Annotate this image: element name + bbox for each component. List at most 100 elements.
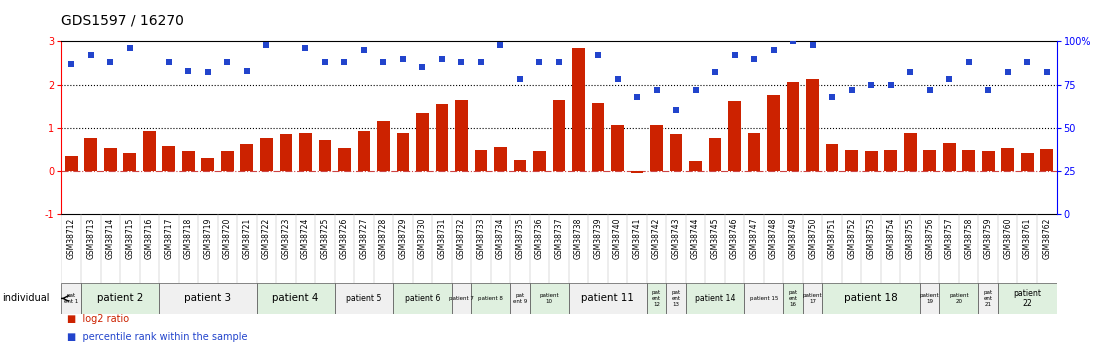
Bar [436,104,448,171]
Text: patient 14: patient 14 [694,294,736,303]
Bar [280,134,292,171]
Bar [201,158,215,171]
Point [921,87,939,92]
Point [354,47,372,53]
Point [726,52,743,58]
Text: GSM38719: GSM38719 [203,217,212,259]
Text: patient 6: patient 6 [405,294,440,303]
Bar [257,283,334,314]
Point [63,61,80,67]
Bar [745,283,784,314]
Bar [85,138,97,171]
Bar [1041,149,1053,171]
Bar [377,121,390,171]
Text: patient 2: patient 2 [97,294,143,303]
Point [472,59,490,65]
Bar [471,283,510,314]
Bar [939,283,978,314]
Bar [80,283,159,314]
Text: GSM38743: GSM38743 [672,217,681,259]
Point [550,59,568,65]
Point [862,82,880,87]
Bar [61,283,80,314]
Text: GSM38750: GSM38750 [808,217,817,259]
Text: GSM38762: GSM38762 [1042,217,1051,259]
Bar [338,148,351,171]
Point [296,46,314,51]
Point [531,59,549,65]
Text: GSM38718: GSM38718 [183,217,192,259]
Text: patient
17: patient 17 [803,293,823,304]
Bar [685,283,745,314]
Bar [591,103,605,171]
Bar [452,283,471,314]
Text: GSM38720: GSM38720 [222,217,231,259]
Bar [942,143,956,171]
Point [686,87,704,92]
Text: pat
ent 9: pat ent 9 [513,293,527,304]
Text: GSM38730: GSM38730 [418,217,427,259]
Text: GSM38752: GSM38752 [847,217,856,259]
Text: GSM38729: GSM38729 [398,217,407,259]
Text: GSM38754: GSM38754 [887,217,896,259]
Bar [803,283,823,314]
Text: GSM38723: GSM38723 [282,217,291,259]
Point [628,94,646,99]
Text: GSM38753: GSM38753 [866,217,875,259]
Point [569,30,587,36]
Bar [530,283,569,314]
Bar [299,133,312,171]
Bar [998,283,1057,314]
Text: GSM38731: GSM38731 [437,217,446,259]
Bar [647,283,666,314]
Bar [65,156,77,171]
Text: patient 5: patient 5 [347,294,381,303]
Text: GSM38726: GSM38726 [340,217,349,259]
Bar [963,150,975,171]
Bar [260,138,273,171]
Bar [533,151,546,171]
Text: patient
19: patient 19 [920,293,939,304]
Text: GSM38759: GSM38759 [984,217,993,259]
Point [901,70,919,75]
Point [707,70,724,75]
Text: GSM38721: GSM38721 [243,217,252,259]
Bar [978,283,998,314]
Point [784,39,802,44]
Bar [689,161,702,171]
Bar [666,283,685,314]
Bar [670,134,682,171]
Point [199,70,217,75]
Bar [397,133,409,171]
Bar [334,283,394,314]
Bar [510,283,530,314]
Text: pat
ent
21: pat ent 21 [984,290,993,307]
Point [843,87,861,92]
Text: patient
22: patient 22 [1013,289,1041,308]
Text: patient
20: patient 20 [949,293,969,304]
Bar [903,133,917,171]
Point [433,56,451,61]
Text: pat
ent
12: pat ent 12 [652,290,661,307]
Point [492,42,510,48]
Text: GSM38736: GSM38736 [536,217,544,259]
Bar [845,150,858,171]
Point [453,59,471,65]
Bar [319,140,331,171]
Text: ■  percentile rank within the sample: ■ percentile rank within the sample [67,332,247,342]
Bar [572,48,585,171]
Bar [826,144,838,171]
Text: GSM38715: GSM38715 [125,217,134,259]
Bar [651,126,663,171]
Text: GSM38745: GSM38745 [711,217,720,259]
Point [375,59,392,65]
Text: GSM38733: GSM38733 [476,217,485,259]
Text: GSM38751: GSM38751 [827,217,836,259]
Point [121,46,139,51]
Text: GSM38728: GSM38728 [379,217,388,259]
Bar [884,150,897,171]
Bar [475,150,487,171]
Point [882,82,900,87]
Text: GSM38755: GSM38755 [906,217,915,259]
Text: GSM38714: GSM38714 [106,217,115,259]
